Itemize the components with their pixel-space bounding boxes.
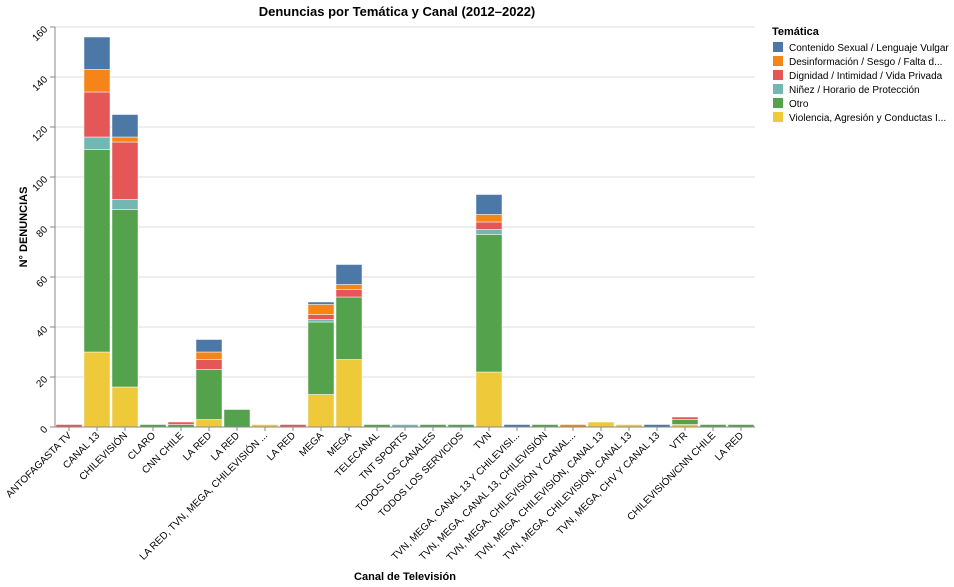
- legend-label: Otro: [789, 99, 809, 110]
- bar-segment: [195, 369, 223, 420]
- bar-segment: [335, 284, 363, 290]
- x-tick-label: MEGA: [298, 430, 327, 459]
- legend-label: Niñez / Horario de Protección: [789, 85, 920, 96]
- bar-segment: [83, 69, 111, 93]
- bar-segment: [475, 221, 503, 230]
- bar-segment: [307, 319, 335, 323]
- x-tick-label: TVN, MEGA, CHV Y CANAL 13: [555, 430, 662, 537]
- x-tick-label: LA RED: [181, 430, 214, 463]
- bar-segment: [195, 339, 223, 353]
- bar-segment: [195, 351, 223, 360]
- bars: [55, 36, 755, 428]
- bar-segment: [335, 359, 363, 428]
- bar-segment: [83, 149, 111, 353]
- bar-segment: [167, 421, 195, 425]
- bar-segment: [307, 321, 335, 395]
- y-tick-label: 160: [31, 24, 51, 44]
- bar-segment: [335, 296, 363, 360]
- bar-segment: [111, 199, 139, 210]
- y-tick-label: 100: [31, 174, 51, 194]
- bar-segment: [475, 371, 503, 428]
- bar-segment: [111, 141, 139, 200]
- y-tick-label: 20: [34, 374, 50, 390]
- bar-segment: [671, 416, 699, 420]
- y-tick-label: 140: [31, 74, 51, 94]
- bar-segment: [111, 114, 139, 138]
- bar-segment: [475, 234, 503, 373]
- x-tick-label: LA RED: [713, 430, 746, 463]
- bar-segment: [111, 209, 139, 388]
- bar-segment: [195, 419, 223, 428]
- grid: [55, 26, 755, 428]
- legend-swatch: [773, 56, 783, 66]
- x-tick-label: VTR: [668, 430, 690, 452]
- bar-segment: [111, 386, 139, 428]
- y-tick-label: 120: [31, 124, 51, 144]
- bar-segment: [195, 359, 223, 370]
- bar-segment: [475, 229, 503, 235]
- bar-segment: [307, 301, 335, 305]
- legend-label: Desinformación / Sesgo / Falta d...: [789, 57, 942, 68]
- bar-segment: [475, 214, 503, 223]
- y-tick-label: 0: [38, 424, 50, 436]
- bar-segment: [83, 36, 111, 70]
- bar-segment: [307, 394, 335, 428]
- bar-segment: [83, 351, 111, 428]
- bar-segment: [475, 194, 503, 215]
- y-tick-label: 80: [34, 224, 50, 240]
- bar-segment: [307, 314, 335, 320]
- legend-swatch: [773, 112, 783, 122]
- bar-segment: [223, 409, 251, 428]
- legend-swatch: [773, 84, 783, 94]
- bar-segment: [307, 304, 335, 315]
- y-tick-label: 60: [34, 274, 50, 290]
- x-tick-label: LA RED: [265, 430, 298, 463]
- bar-segment: [83, 91, 111, 138]
- bar-segment: [587, 421, 615, 428]
- x-axis-title: Canal de Televisión: [354, 571, 456, 583]
- legend-label: Contenido Sexual / Lenguaje Vulgar: [789, 43, 949, 54]
- legend-label: Dignidad / Intimidad / Vida Privada: [789, 71, 943, 82]
- bar-segment: [671, 419, 699, 425]
- bar-segment: [335, 264, 363, 285]
- y-tick-label: 40: [34, 324, 50, 340]
- x-tick-label: LA RED, TVN, MEGA, CHILEVISIÓN ...: [136, 429, 270, 563]
- legend-label: Violencia, Agresión y Conductas I...: [789, 113, 946, 124]
- y-axis-title: N° DENUNCIAS: [18, 187, 30, 268]
- chart-title: Denuncias por Temática y Canal (2012–202…: [259, 4, 536, 19]
- bar-segment: [111, 136, 139, 143]
- legend-swatch: [773, 42, 783, 52]
- legend: Temática Contenido Sexual / Lenguaje Vul…: [772, 26, 949, 124]
- legend-swatch: [773, 70, 783, 80]
- legend-title: Temática: [772, 26, 820, 38]
- bar-segment: [83, 136, 111, 150]
- legend-swatch: [773, 98, 783, 108]
- x-tick-label: TVN: [472, 430, 494, 452]
- bar-segment: [335, 289, 363, 298]
